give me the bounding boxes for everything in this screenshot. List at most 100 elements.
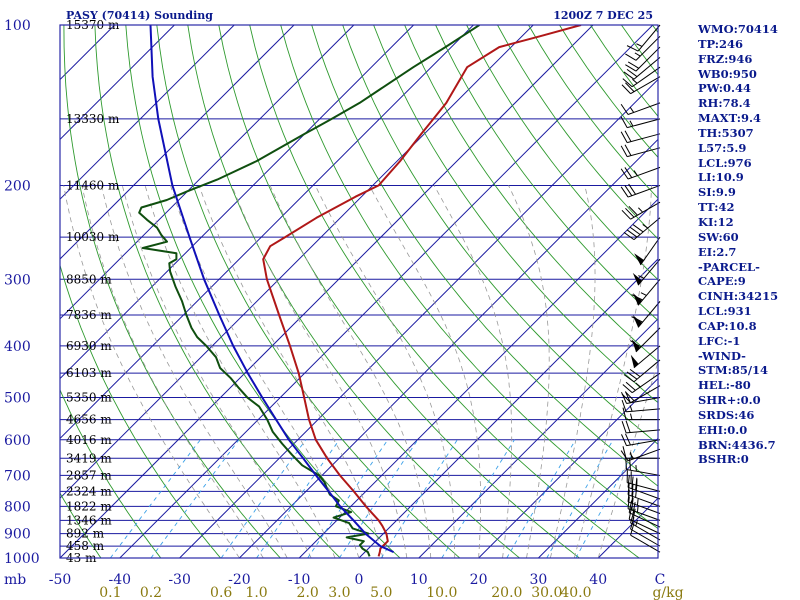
temperature-tick-label: -20 [228, 572, 251, 588]
wind-barb-flag [625, 391, 635, 402]
wind-barb-staff [626, 439, 661, 447]
wind-barb [630, 345, 661, 369]
index-entry: RH:78.4 [698, 96, 751, 111]
pressure-tick-label: 100 [4, 18, 31, 34]
wind-barb [634, 236, 661, 266]
dry-adiabat [311, 25, 658, 487]
wind-barbs [620, 24, 661, 553]
temperature-tick-label: -10 [288, 572, 311, 588]
wind-barb-staff [627, 501, 661, 514]
wind-barb [621, 385, 661, 404]
moist-adiabat [144, 185, 336, 558]
wind-barb-flag [623, 374, 635, 383]
temperature-tick-label: -40 [109, 572, 132, 588]
index-entry: HEL:-80 [698, 378, 751, 393]
wind-barb [631, 301, 661, 328]
isotherm-line [60, 25, 295, 260]
wind-barb-flag [630, 340, 642, 348]
index-entry: LI:10.9 [698, 170, 744, 185]
wind-barb-half-flag [642, 224, 649, 229]
wind-barb-flag [621, 393, 631, 404]
pressure-tick-label: 500 [4, 391, 31, 407]
plot-frame [59, 24, 659, 559]
wind-barb-flag [620, 450, 629, 462]
wind-barb-staff [628, 518, 661, 535]
isotherm-line [60, 25, 474, 440]
index-entry: FRZ:946 [698, 51, 753, 66]
isotherm-line [60, 25, 355, 320]
index-entry: WMO:70414 [698, 22, 778, 36]
wind-barb [621, 76, 661, 95]
wind-barb-half-flag [635, 382, 641, 388]
wind-barb-flag [631, 294, 643, 301]
dry-adiabat [280, 25, 658, 530]
wind-barb-flag [624, 433, 631, 446]
wind-barb-flag [630, 523, 635, 536]
wind-barb-flag [629, 368, 641, 378]
dry-adiabat [94, 25, 341, 558]
moist-adiabat [369, 185, 482, 558]
sounding-traces [138, 25, 582, 557]
index-entry: EHI:0.0 [698, 422, 748, 437]
dry-adiabat [60, 492, 102, 558]
wind-barb-flag [626, 68, 638, 78]
mixing-ratio-line [506, 439, 576, 558]
wind-barb [621, 420, 661, 434]
wind-barb-flag [620, 131, 628, 143]
wind-barb-staff [626, 397, 661, 404]
height-level-label: 1822 m [66, 499, 112, 513]
wind-barb [620, 183, 661, 198]
mixing-ratio-line [150, 439, 240, 558]
wind-barb-flag [620, 103, 629, 115]
wind-barb-flag [631, 483, 634, 497]
mixing-ratio-line [546, 439, 614, 558]
wind-barb [626, 470, 661, 492]
wind-barb-staff [627, 448, 661, 462]
grid-lines [60, 25, 658, 558]
wind-barb-staff [630, 385, 661, 404]
wind-barb [620, 130, 661, 144]
moist-adiabat [231, 185, 408, 558]
isotherm-line [179, 78, 658, 558]
chart-title: PASY (70414) Sounding [66, 9, 213, 22]
index-entry: SHR+:0.0 [698, 393, 761, 408]
wind-barb-flag [624, 167, 633, 178]
isotherm-line [60, 25, 235, 200]
wind-barb-flag [620, 186, 629, 198]
dry-adiabat [249, 25, 640, 558]
wind-barb-staff [633, 217, 661, 241]
height-level-label: 4016 m [66, 433, 112, 447]
wind-barb [630, 327, 661, 353]
wind-barb-flag [625, 420, 631, 433]
wind-barb-flag [621, 84, 631, 95]
wind-barb-flag [625, 53, 637, 61]
wind-barb-staff [627, 133, 661, 144]
index-entry: -PARCEL- [698, 259, 760, 274]
wind-barb [620, 448, 661, 462]
pressure-tick-label: 700 [4, 468, 31, 484]
height-level-label: 8850 m [66, 272, 112, 286]
wind-barb [627, 482, 661, 507]
valid-time: 1200Z 7 DEC 25 [553, 9, 653, 22]
index-entry: LFC:-1 [698, 333, 741, 348]
wind-barb-half-flag [636, 505, 639, 513]
moist-adiabat [121, 185, 312, 558]
mixing-ratio-label: 0.2 [140, 585, 162, 600]
isotherm-line [60, 25, 175, 141]
wind-barb-staff [630, 528, 661, 547]
moist-adiabat [433, 185, 513, 558]
mixing-ratio-line [380, 439, 458, 558]
dry-adiabat [156, 25, 461, 558]
wind-barb-flag [625, 82, 635, 93]
wind-barb-half-flag [638, 207, 644, 213]
wind-barb [620, 144, 661, 158]
wind-barb [625, 46, 661, 72]
wind-barb [620, 116, 661, 129]
temperature-tick-label: 20 [470, 572, 488, 588]
wind-barb-staff [637, 301, 661, 328]
wind-barb-flag [628, 183, 636, 195]
wind-barb-staff [637, 258, 661, 286]
pressure-tick-label: 400 [4, 339, 31, 355]
